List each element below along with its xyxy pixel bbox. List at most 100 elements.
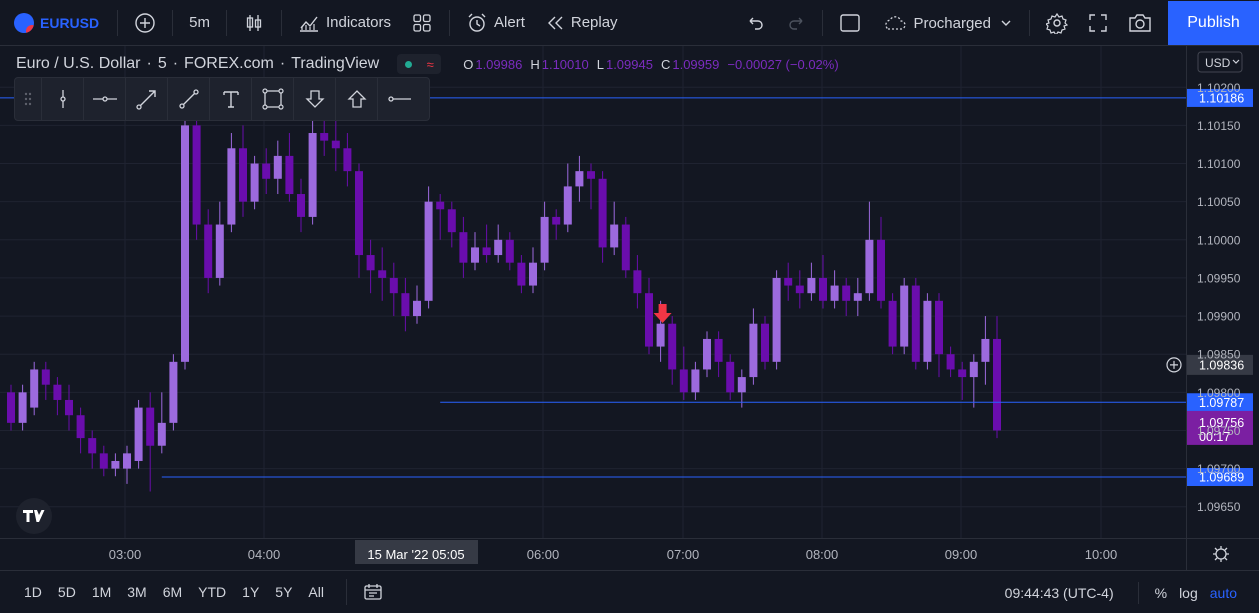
logo-mark xyxy=(23,510,45,522)
candle-body xyxy=(529,262,537,286)
settings-button[interactable] xyxy=(1036,0,1078,46)
range-button[interactable]: 1M xyxy=(91,584,112,600)
crosshair-price-box xyxy=(1187,354,1253,375)
divider xyxy=(822,10,824,36)
divider xyxy=(225,9,227,36)
rectangle-tool[interactable] xyxy=(251,78,293,120)
interval-button[interactable]: 5m xyxy=(189,14,210,31)
crosshair-time-box xyxy=(355,540,478,564)
camera-icon xyxy=(1129,14,1151,32)
indicators-button[interactable]: Indicators xyxy=(288,0,401,46)
candle-body xyxy=(413,300,421,317)
alert-button[interactable]: Alert xyxy=(456,0,535,46)
candle-body xyxy=(181,125,189,362)
candle-body xyxy=(250,163,259,202)
candle-body xyxy=(865,239,874,294)
time-tick-label: 07:00 xyxy=(667,547,700,562)
replay-button[interactable]: Replay xyxy=(535,0,628,46)
open-key: O xyxy=(463,56,474,72)
templates-button[interactable] xyxy=(401,0,443,46)
go-to-date-button[interactable] xyxy=(353,569,393,613)
bottom-toolbar: 1D 5D 1M 3M 6M YTD 1Y 5Y All 09:44:43 (U… xyxy=(0,570,1259,613)
text-tool[interactable] xyxy=(209,78,251,120)
snapshot-button[interactable] xyxy=(1118,0,1162,46)
market-status[interactable]: ≈ xyxy=(397,54,442,74)
candle-body xyxy=(761,323,769,362)
candle-body xyxy=(378,270,387,278)
horizontal-ray-tool[interactable] xyxy=(83,78,125,120)
time-tick-label: 09:00 xyxy=(945,547,978,562)
clock-timezone[interactable]: 09:44:43 (UTC-4) xyxy=(1004,584,1114,601)
compare-symbol-button[interactable] xyxy=(124,0,166,46)
delayed-data-icon: ≈ xyxy=(426,56,434,72)
arrow-down-tool[interactable] xyxy=(293,78,335,120)
alert-label: Alert xyxy=(494,14,525,31)
candle-body xyxy=(146,407,155,446)
range-button[interactable]: YTD xyxy=(198,584,227,600)
publish-button[interactable]: Publish xyxy=(1168,1,1259,45)
horizontal-line-icon xyxy=(387,96,411,102)
plus-circle-icon xyxy=(135,12,155,33)
candle-body xyxy=(795,285,804,294)
price-chart[interactable]: 1.10186 1.09787 1.09689 1.09836 1.0975600:17… xyxy=(0,46,1259,570)
percent-toggle[interactable]: % xyxy=(1154,584,1168,601)
logo-badge xyxy=(16,498,52,534)
trend-line-tool[interactable] xyxy=(167,78,209,120)
symbol-search[interactable]: EURUSD xyxy=(0,0,111,46)
price-tick-label: 1.09750 xyxy=(1197,424,1241,438)
undo-button[interactable] xyxy=(736,0,776,46)
log-toggle[interactable]: log xyxy=(1179,584,1198,601)
candle-body xyxy=(343,148,352,172)
legend-separator: · xyxy=(172,55,179,72)
candle-body xyxy=(610,224,619,248)
time-tick-label: 08:00 xyxy=(806,547,839,562)
time-tick-label: 10:00 xyxy=(1085,547,1118,562)
arrow-up-tool[interactable] xyxy=(335,78,377,120)
current-price-box xyxy=(1187,410,1253,445)
time-tick-label: 06:00 xyxy=(527,547,560,562)
divider xyxy=(449,9,451,36)
auto-scale-toggle[interactable]: auto xyxy=(1209,584,1237,601)
price-tick-label: 1.10150 xyxy=(1197,119,1241,133)
candle-body xyxy=(331,140,340,149)
current-price-label: 1.09756 xyxy=(1199,416,1244,430)
fullscreen-button[interactable] xyxy=(1078,0,1118,46)
currency-label: USD xyxy=(1205,56,1231,70)
crosshair-price-label: 1.09836 xyxy=(1199,358,1244,372)
redo-button[interactable] xyxy=(776,0,816,46)
range-button[interactable]: 5Y xyxy=(275,584,293,600)
candle-body xyxy=(308,133,317,217)
arrow-tool[interactable] xyxy=(125,78,167,120)
candle-body xyxy=(691,369,700,393)
price-tick-label: 1.09850 xyxy=(1197,348,1241,362)
drag-handle[interactable] xyxy=(15,78,41,120)
candles-icon xyxy=(246,14,262,31)
arrow-down-icon xyxy=(304,90,325,108)
divider xyxy=(1137,581,1139,604)
range-button[interactable]: 5D xyxy=(57,584,76,600)
layout-select-button[interactable] xyxy=(829,0,871,46)
range-button[interactable]: 1D xyxy=(24,584,42,600)
candle-body xyxy=(726,361,735,393)
chart-legend: Euro / U.S. Dollar · 5 · FOREX.com · Tra… xyxy=(16,53,839,75)
candle-body xyxy=(969,361,978,378)
market-open-icon xyxy=(404,60,412,68)
save-layout-button[interactable]: Procharged xyxy=(871,0,1023,46)
symbol-label: EURUSD xyxy=(40,14,100,31)
range-button[interactable]: All xyxy=(308,584,324,600)
price-tick-label: 1.09950 xyxy=(1197,271,1241,285)
horizontal-line-tool[interactable] xyxy=(377,78,419,120)
candle-body xyxy=(993,338,1001,431)
change-value: −0.00027 (−0.02%) xyxy=(727,56,839,72)
horizontal-line-icon xyxy=(92,96,117,102)
vertical-line-tool[interactable] xyxy=(41,78,83,120)
candles xyxy=(7,87,1001,492)
time-axis: 03:00 04:00 06:00 07:00 08:00 09:00 10:00 xyxy=(109,547,1118,562)
price-label: 1.09689 xyxy=(1199,471,1244,485)
chart-type-button[interactable] xyxy=(233,0,275,46)
grid-icon xyxy=(413,13,431,32)
toolbar-right: Procharged Publish xyxy=(736,0,1259,46)
range-button[interactable]: 1Y xyxy=(242,584,260,600)
range-button[interactable]: 6M xyxy=(162,584,183,600)
range-button[interactable]: 3M xyxy=(127,584,147,600)
